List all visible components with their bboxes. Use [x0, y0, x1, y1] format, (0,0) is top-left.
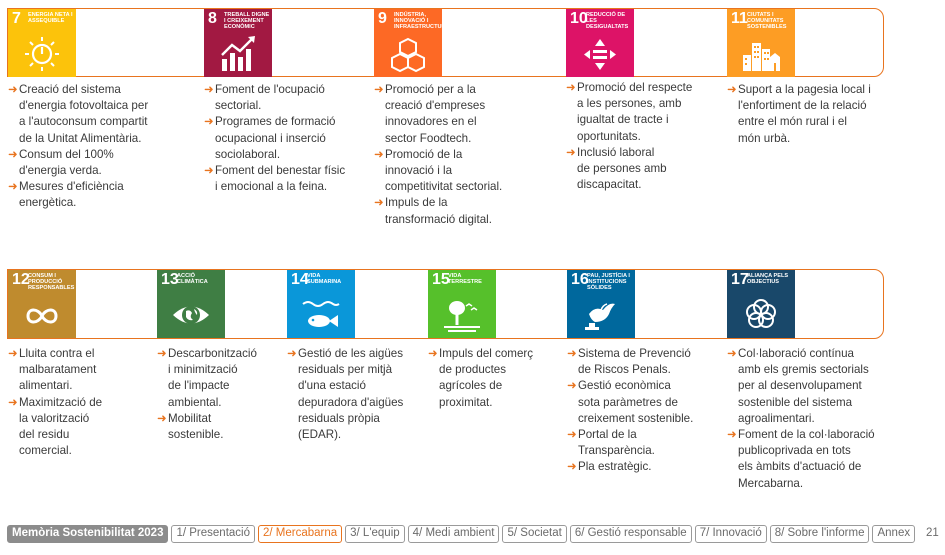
sdg-tile-11: 11 Ciutats i comunitats sostenibles [727, 9, 795, 77]
arrow-right-icon: ➜ [567, 428, 577, 442]
rings-flower-icon [746, 299, 776, 328]
list-item: ➜ Promoció del respecte a les persones, a… [566, 81, 693, 143]
list-item: ➜ Foment de la col·laboració publicopriva… [727, 428, 875, 490]
arrow-right-icon: ➜ [8, 147, 18, 161]
sdg-7-actions: ➜ Creació del sistema d'energia fotovolta… [8, 82, 193, 212]
arrow-right-icon: ➜ [157, 411, 167, 425]
goals-band-top [7, 8, 884, 77]
list-item: ➜ Impuls de la transformació digital. [374, 196, 492, 226]
nav-tab-annex[interactable]: Annex [872, 525, 916, 543]
arrow-right-icon: ➜ [8, 395, 18, 409]
arrow-right-icon: ➜ [204, 164, 214, 178]
sdg-tile-14: 14 Vida submarina [287, 270, 355, 338]
list-item: ➜ Promoció per a la creació d'empreses inn… [374, 83, 486, 145]
sdg-8-actions: ➜ Foment de l'ocupació sectorial. ➜ Progr… [204, 82, 369, 195]
list-item: ➜ Foment del benestar físic i emocional a… [204, 164, 346, 194]
arrow-right-icon: ➜ [428, 347, 438, 360]
arrow-right-icon: ➜ [8, 347, 18, 360]
list-item: ➜ Sistema de Prevenció de Riscos Penals. [567, 347, 691, 377]
sdg-tile-7: 7 Energia neta i assequible [8, 9, 76, 77]
list-item: ➜ Inclusió laboral de persones amb discapa… [566, 145, 667, 192]
list-item: ➜ Gestió econòmica sota paràmetres de crei… [567, 379, 694, 425]
earth-eye-icon [173, 306, 209, 324]
nav-tab-presentacio[interactable]: 1/ Presentació [171, 525, 255, 543]
sdg-9-actions: ➜ Promoció per a la creació d'empreses inn… [374, 82, 559, 228]
arrow-right-icon: ➜ [374, 196, 384, 210]
sun-power-icon [25, 37, 59, 71]
arrow-right-icon: ➜ [8, 83, 18, 96]
list-item: ➜ Creació del sistema d'energia fotovolta… [8, 83, 149, 145]
tree-birds-icon [444, 301, 480, 332]
arrow-right-icon: ➜ [727, 83, 737, 96]
nav-tab-societat[interactable]: 5/ Societat [502, 525, 567, 543]
arrow-right-icon: ➜ [567, 460, 577, 474]
city-buildings-icon [743, 43, 780, 71]
nav-tab-innovacio[interactable]: 7/ Innovació [694, 525, 767, 543]
fish-waves-icon [302, 301, 340, 327]
sdg-tile-15: 15 Vida terrestre [428, 270, 496, 338]
list-item: ➜ Suport a la pagesia local i l'enfortime… [727, 83, 871, 145]
growth-chart-icon [221, 36, 255, 71]
sdg-14-actions: ➜ Gestió de les aigües residuals per mitj… [287, 346, 427, 443]
list-item: ➜ Foment de l'ocupació sectorial. [204, 83, 325, 113]
list-item: ➜ Programes de formació ocupacional i ins… [204, 115, 336, 161]
infinity-icon [26, 308, 58, 324]
list-item: ➜ Impuls del comerç de productes agrícoles… [428, 347, 534, 409]
list-item: ➜ Gestió de les aigües residuals per mitj… [287, 347, 404, 442]
nav-tab-sobre-informe[interactable]: 8/ Sobre l'informe [769, 525, 870, 543]
list-item: ➜ Consum del 100% d'energia verda. [8, 147, 114, 178]
list-item: ➜ Col·laboració contínua amb els gremis s… [727, 347, 869, 425]
sdg-tile-13: 13 Acció climàtica [157, 270, 225, 338]
list-item: ➜ Pla estratègic. [567, 459, 725, 475]
arrow-right-icon: ➜ [374, 147, 384, 161]
nav-tab-gestio-responsable[interactable]: 6/ Gestió responsable [569, 525, 692, 543]
arrow-right-icon: ➜ [567, 347, 577, 360]
arrow-right-icon: ➜ [374, 83, 384, 96]
arrow-right-icon: ➜ [727, 428, 737, 442]
arrow-right-icon: ➜ [157, 347, 167, 360]
list-item: ➜ Mobilitat sostenible. [157, 411, 224, 442]
goals-band-bottom [7, 269, 884, 339]
sdg-10-actions: ➜ Promoció del respecte a les persones, a… [566, 80, 721, 193]
sdg-15-actions: ➜ Impuls del comerç de productes agrícoles… [428, 346, 566, 411]
list-item: ➜ Promoció de la innovació i la competitiv… [374, 147, 503, 194]
arrow-right-icon: ➜ [8, 180, 18, 194]
arrow-right-icon: ➜ [204, 115, 214, 129]
equality-icon [584, 39, 616, 70]
cubes-icon [391, 37, 425, 73]
list-item: ➜ Portal de la Transparència. [567, 428, 655, 458]
list-item: ➜ Descarbonització i minimització de l'imp… [157, 347, 257, 409]
sdg-17-actions: ➜ Col·laboració contínua amb els gremis s… [727, 346, 897, 492]
list-item: ➜ Mesures d'eficiència energètica. [8, 180, 124, 210]
arrow-right-icon: ➜ [204, 83, 214, 96]
sdg-tile-16: 16 Pau, justícia i institucions sòlides [567, 270, 635, 338]
arrow-right-icon: ➜ [566, 145, 576, 159]
sdg-tile-9: 9 Indústria, innovació i infraestructure… [374, 9, 442, 77]
sdg-tile-12: 12 Consum i producció responsables [8, 270, 76, 338]
dove-gavel-icon [585, 303, 615, 330]
sdg-12-actions: ➜ Lluita contra el malbaratament alimentar… [8, 346, 153, 459]
sdg-13-actions: ➜ Descarbonització i minimització de l'imp… [157, 346, 285, 443]
sdg-tile-8: 8 Treball digne i creixement econòmic [204, 9, 272, 77]
nav-tab-medi-ambient[interactable]: 4/ Medi ambient [407, 525, 500, 543]
footer-nav: Memòria Sostenibilitat 2023 1/ Presentac… [7, 525, 916, 543]
sdg-16-actions: ➜ Sistema de Prevenció de Riscos Penals. … [567, 346, 725, 476]
page-number: 21 [926, 527, 939, 539]
arrow-right-icon: ➜ [287, 347, 297, 360]
arrow-right-icon: ➜ [566, 81, 576, 94]
list-item: ➜ Maximització de la valorització del resi… [8, 395, 103, 458]
arrow-right-icon: ➜ [567, 379, 577, 393]
list-item: ➜ Lluita contra el malbaratament alimentar… [8, 347, 97, 393]
sdg-tile-17: 17 Aliança pels objectius [727, 270, 795, 338]
sdg-11-actions: ➜ Suport a la pagesia local i l'enfortime… [727, 82, 892, 147]
nav-tab-equip[interactable]: 3/ L'equip [345, 525, 405, 543]
sdg-tile-10: 10 Reducció de les desigualtats [566, 9, 634, 77]
report-title-badge[interactable]: Memòria Sostenibilitat 2023 [7, 525, 169, 543]
nav-tab-mercabarna[interactable]: 2/ Mercabarna [257, 525, 343, 543]
arrow-right-icon: ➜ [727, 347, 737, 360]
